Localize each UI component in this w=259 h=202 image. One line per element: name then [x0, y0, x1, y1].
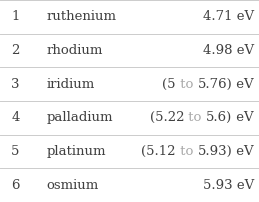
- Text: 4: 4: [11, 111, 20, 124]
- Text: palladium: palladium: [47, 111, 113, 124]
- Text: eV: eV: [232, 145, 254, 158]
- Text: 1: 1: [11, 10, 20, 23]
- Text: rhodium: rhodium: [47, 44, 103, 57]
- Text: platinum: platinum: [47, 145, 106, 158]
- Text: osmium: osmium: [47, 179, 99, 192]
- Text: 4.98 eV: 4.98 eV: [203, 44, 254, 57]
- Text: to: to: [176, 145, 197, 158]
- Text: 2: 2: [11, 44, 20, 57]
- Text: eV: eV: [232, 111, 254, 124]
- Text: (5: (5: [162, 78, 176, 91]
- Text: 5.93 eV: 5.93 eV: [203, 179, 254, 192]
- Text: 5.76): 5.76): [197, 78, 232, 91]
- Text: iridium: iridium: [47, 78, 95, 91]
- Text: 4.71 eV: 4.71 eV: [203, 10, 254, 23]
- Text: 6: 6: [11, 179, 20, 192]
- Text: 5.6): 5.6): [206, 111, 232, 124]
- Text: (5.12: (5.12: [141, 145, 176, 158]
- Text: 5: 5: [11, 145, 20, 158]
- Text: to: to: [176, 78, 197, 91]
- Text: 5.93): 5.93): [197, 145, 232, 158]
- Text: 3: 3: [11, 78, 20, 91]
- Text: to: to: [184, 111, 206, 124]
- Text: eV: eV: [232, 78, 254, 91]
- Text: (5.22: (5.22: [150, 111, 184, 124]
- Text: ruthenium: ruthenium: [47, 10, 117, 23]
